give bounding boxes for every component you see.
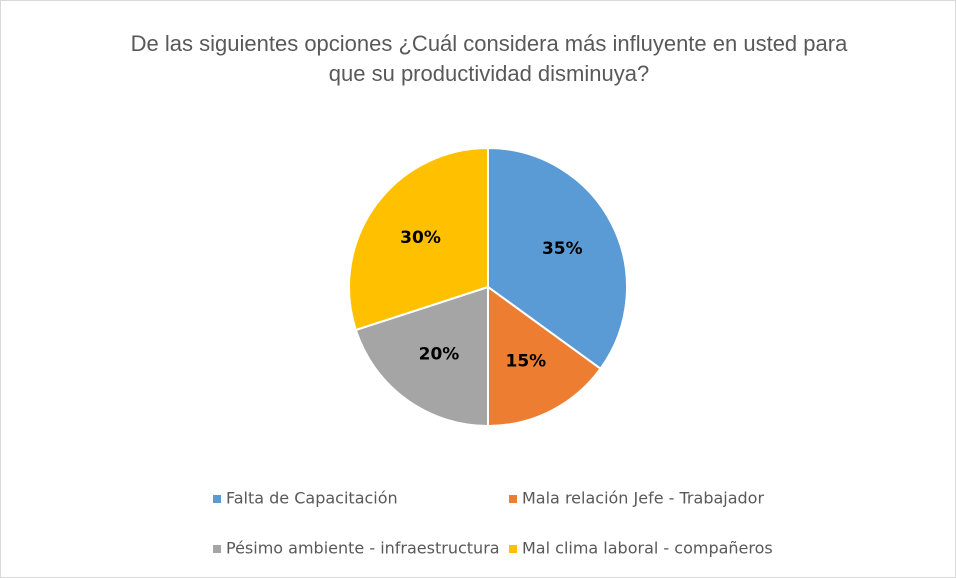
data-label: 30%	[400, 228, 441, 248]
legend-swatch	[509, 545, 517, 553]
pie-slice	[487, 146, 628, 371]
pie-slice	[487, 285, 602, 428]
pie-slice	[348, 146, 489, 332]
legend-swatch	[213, 495, 221, 503]
data-label: 15%	[506, 351, 547, 371]
legend-label: Pésimo ambiente - infraestructura	[226, 539, 500, 558]
data-label: 35%	[542, 239, 583, 259]
chart-title: De las siguientes opciones ¿Cuál conside…	[130, 31, 848, 86]
legend-label: Mala relación Jefe - Trabajador	[522, 489, 764, 508]
legend-label: Mal clima laboral - compañeros	[522, 539, 773, 558]
legend-label: Falta de Capacitación	[226, 489, 398, 508]
pie-slice	[354, 285, 489, 428]
legend-swatch	[213, 545, 221, 553]
data-label: 20%	[419, 344, 460, 364]
legend-swatch	[509, 495, 517, 503]
